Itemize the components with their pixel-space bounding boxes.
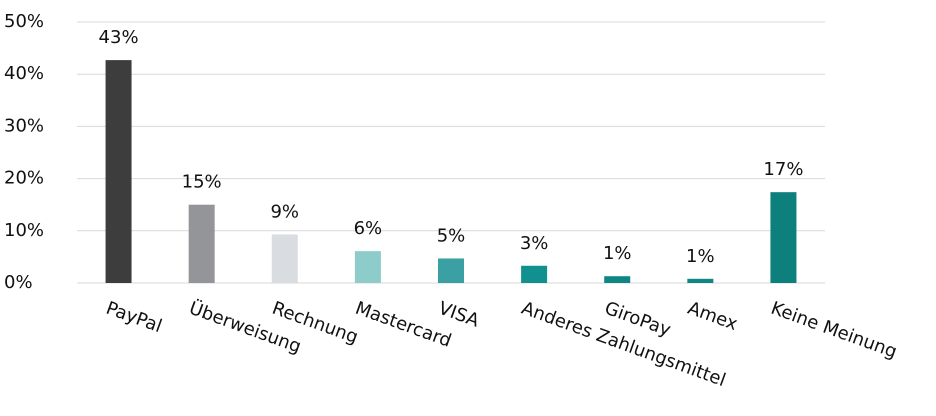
value-label: 5% (437, 225, 466, 246)
y-tick-label: 0% (4, 272, 33, 293)
value-label: 17% (763, 159, 803, 180)
value-label: 1% (686, 246, 715, 267)
x-tick-label: PayPal (103, 298, 165, 338)
value-label: 3% (520, 233, 549, 254)
y-tick-label: 50% (4, 11, 44, 32)
bar (271, 234, 298, 283)
x-tick-label: VISA (436, 298, 483, 332)
bar (521, 265, 548, 283)
bar (354, 251, 381, 283)
bar (770, 192, 797, 283)
x-tick-label: Keine Meinung (768, 298, 900, 363)
bar (188, 204, 215, 283)
bar (604, 276, 631, 283)
value-label: 1% (603, 243, 632, 264)
x-tick-label: Amex (685, 298, 741, 335)
y-tick-label: 30% (4, 115, 44, 136)
bar (687, 278, 714, 283)
value-label: 6% (354, 218, 383, 239)
bar (105, 60, 132, 283)
bar (438, 258, 464, 283)
y-tick-label: 20% (4, 168, 44, 189)
value-label: 15% (182, 172, 222, 193)
y-tick-label: 40% (4, 63, 44, 84)
value-label: 43% (99, 27, 139, 48)
value-label: 9% (270, 201, 299, 222)
y-tick-label: 10% (4, 220, 44, 241)
